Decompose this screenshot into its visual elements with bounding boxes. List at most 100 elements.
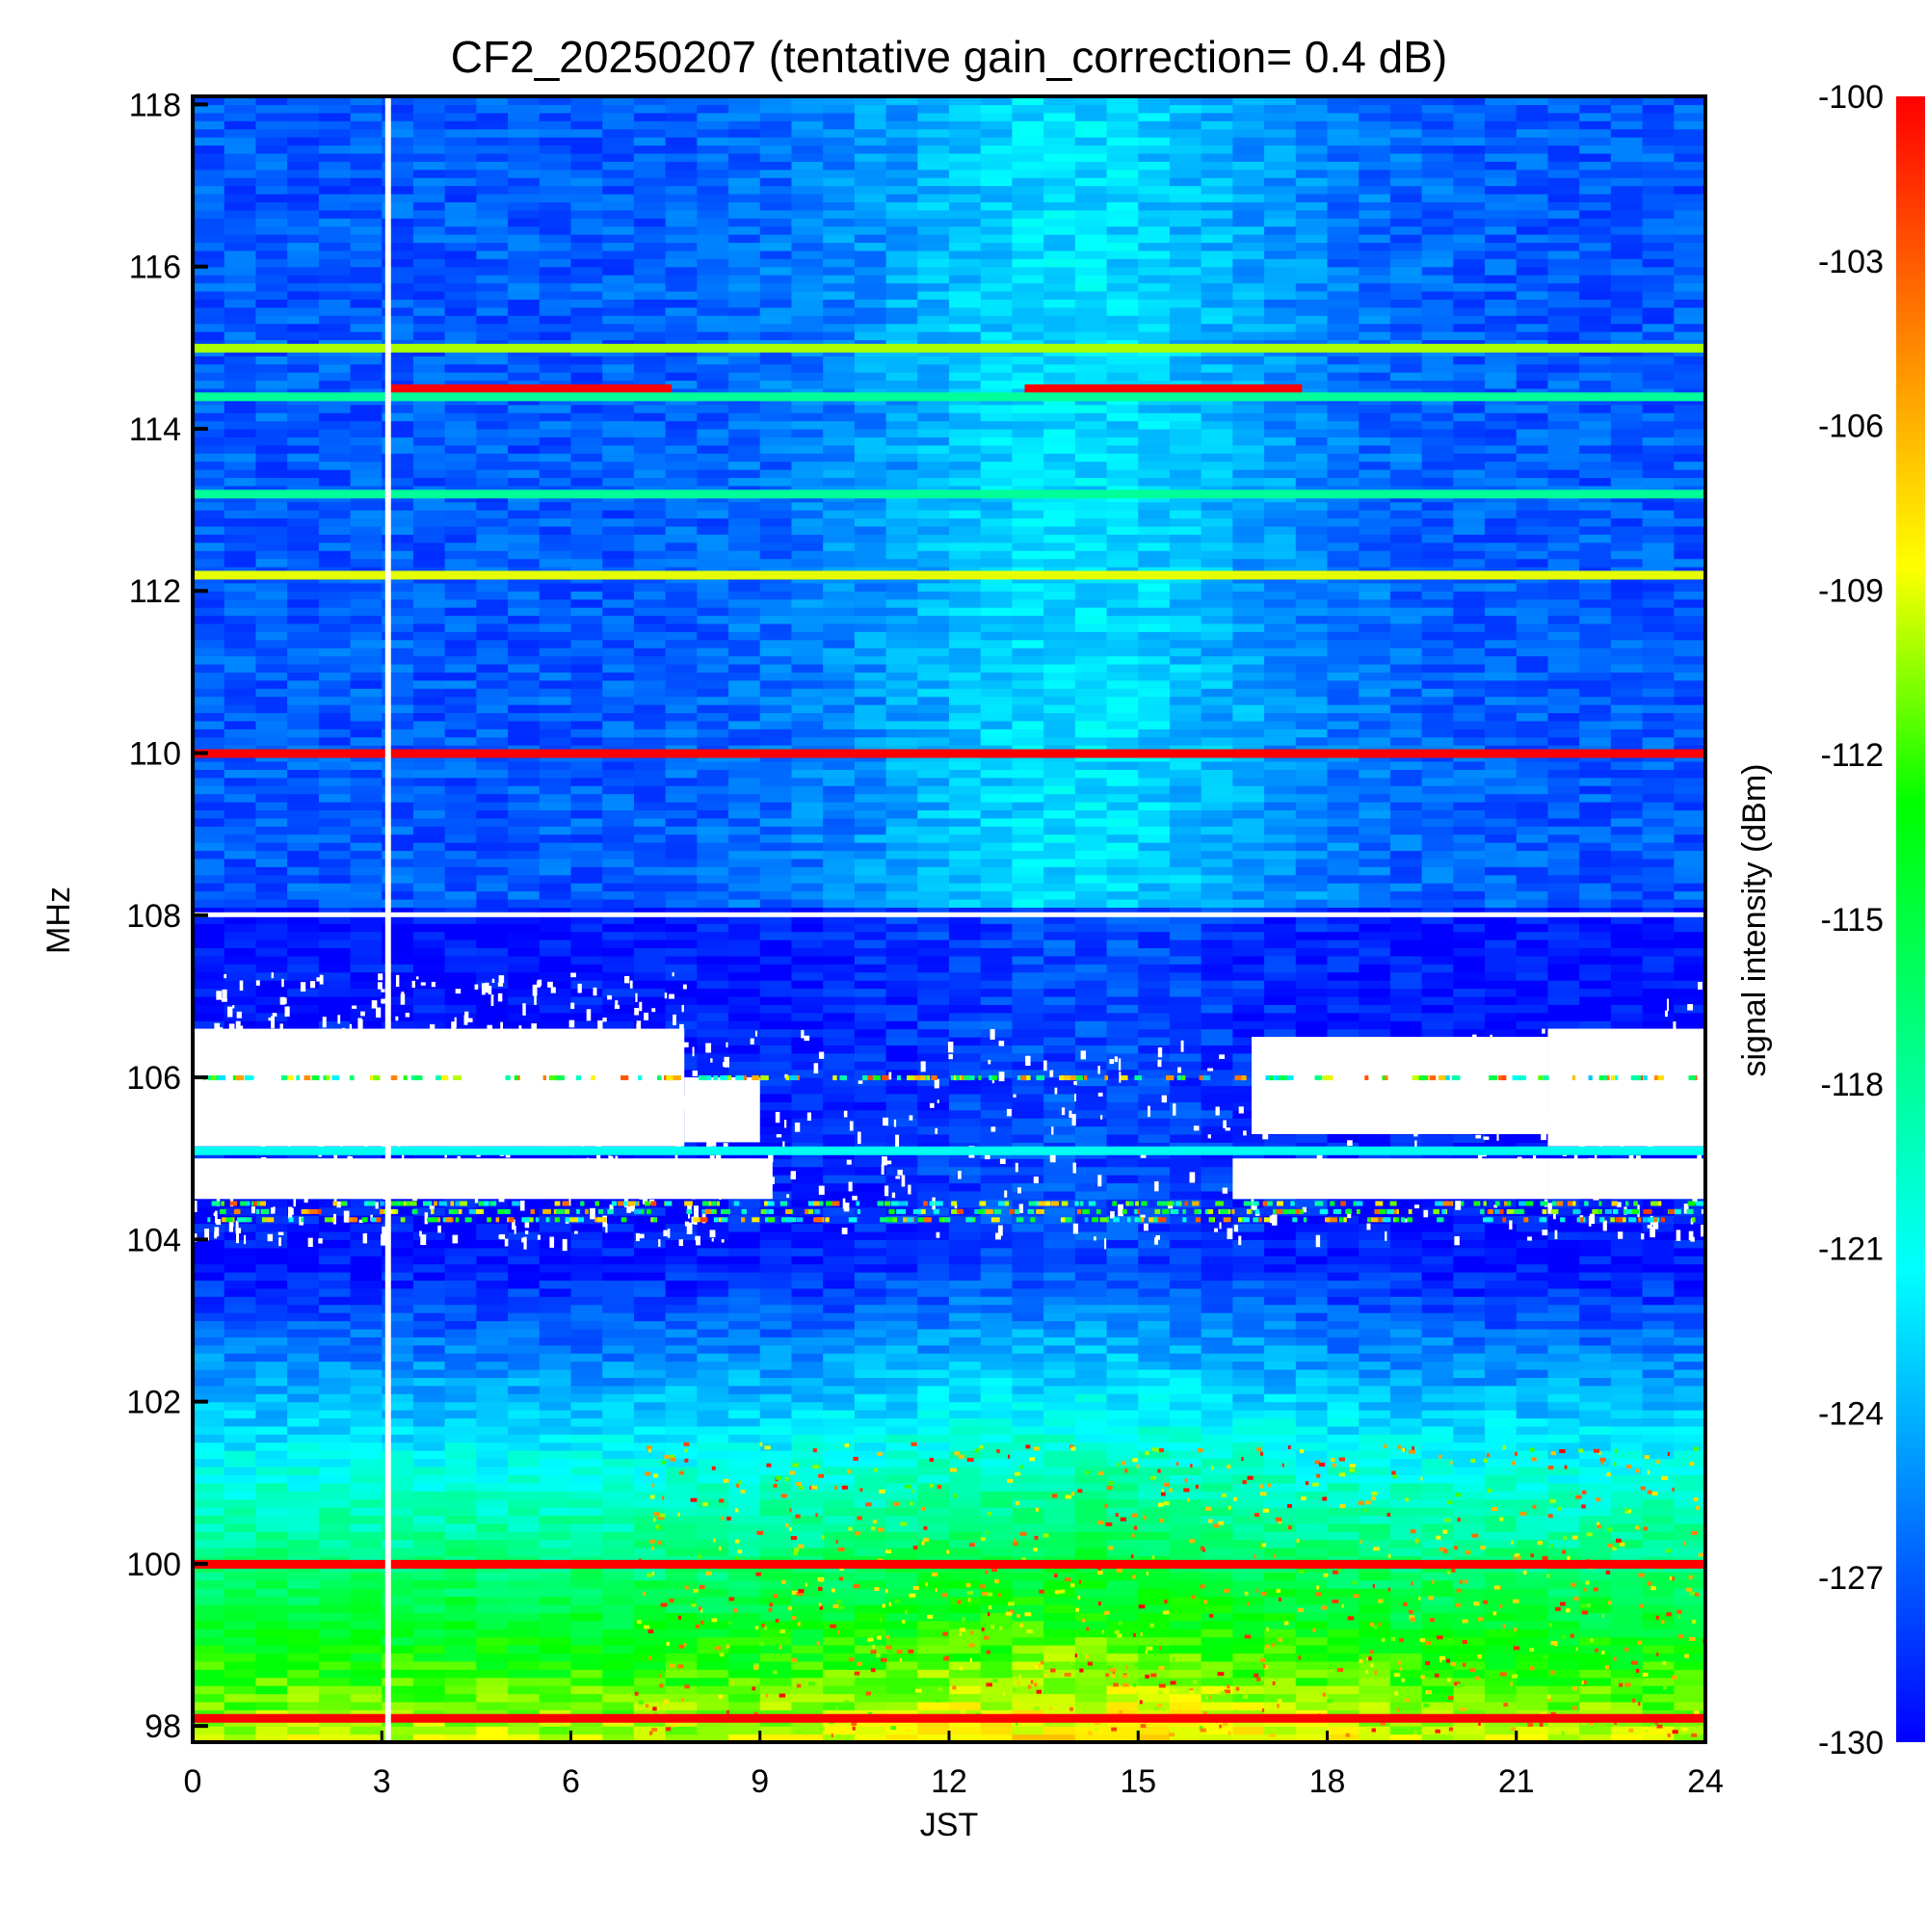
heatmap-cell xyxy=(1106,1474,1139,1484)
heatmap-cell xyxy=(1359,995,1391,1005)
heatmap-cell xyxy=(1359,1020,1391,1030)
heatmap-cell xyxy=(1106,1579,1139,1589)
heatmap-cell xyxy=(1421,1466,1454,1475)
heatmap-cell xyxy=(1201,1280,1233,1289)
heatmap-cell xyxy=(1485,1377,1518,1387)
heatmap-cell xyxy=(665,1572,698,1581)
heatmap-cell xyxy=(1264,940,1297,949)
heatmap-cell xyxy=(1232,1093,1265,1102)
heatmap-cell xyxy=(476,1669,509,1679)
heatmap-cell xyxy=(1074,1175,1108,1184)
heatmap-cell xyxy=(1327,1531,1359,1541)
heatmap-cell xyxy=(665,1685,698,1695)
heatmap-cell xyxy=(1485,1385,1518,1394)
heatmap-cell xyxy=(1389,940,1423,949)
heatmap-cell xyxy=(728,1239,761,1249)
heatmap-cell xyxy=(1074,1004,1108,1014)
heatmap-cell xyxy=(1453,1133,1486,1143)
heatmap-cell xyxy=(1043,1515,1076,1524)
heatmap-cell xyxy=(1485,1417,1518,1427)
heatmap-cell xyxy=(759,1498,793,1508)
heatmap-cell xyxy=(1169,1272,1202,1282)
heatmap-cell xyxy=(1295,1507,1329,1517)
heatmap-cell xyxy=(1106,1256,1139,1265)
heatmap-cell xyxy=(1232,1133,1265,1143)
heatmap-cell xyxy=(1074,1037,1108,1046)
heatmap-cell xyxy=(1138,1328,1171,1337)
heatmap-cell xyxy=(412,955,446,965)
heatmap-cell xyxy=(1359,1393,1391,1403)
heatmap-cell xyxy=(949,1620,982,1629)
heatmap-cell xyxy=(917,1693,950,1703)
heatmap-cell xyxy=(350,1660,383,1670)
heatmap-cell xyxy=(539,1417,572,1427)
heatmap-cell xyxy=(1610,1653,1644,1662)
heatmap-cell xyxy=(1359,1296,1391,1306)
heatmap-cell xyxy=(602,1385,635,1394)
heatmap-cell xyxy=(1232,980,1265,990)
heatmap-cell xyxy=(1138,1458,1171,1468)
heatmap-cell xyxy=(917,1474,950,1484)
heatmap-cell xyxy=(1359,1377,1391,1387)
heatmap-cell xyxy=(1138,1588,1171,1598)
heatmap-cell xyxy=(885,1231,918,1240)
heatmap-cell xyxy=(570,1522,603,1532)
heatmap-cell xyxy=(1421,1280,1454,1289)
heatmap-cell xyxy=(1074,1726,1108,1735)
heatmap-cell xyxy=(1579,1320,1612,1330)
heatmap-cell xyxy=(917,1377,950,1387)
heatmap-cell xyxy=(854,1020,887,1030)
heatmap-cell xyxy=(1012,955,1044,965)
heatmap-cell xyxy=(665,1588,698,1598)
heatmap-cell xyxy=(665,1263,698,1273)
heatmap-cell xyxy=(823,1287,856,1297)
heatmap-cell xyxy=(570,964,603,973)
heatmap-cell xyxy=(791,1337,824,1346)
heatmap-cell xyxy=(759,1344,793,1354)
heatmap-cell xyxy=(1074,1118,1108,1127)
heatmap-cell xyxy=(1642,1206,1675,1216)
heatmap-cell xyxy=(1232,1296,1265,1306)
heatmap-cell xyxy=(917,1660,950,1670)
heatmap-cell xyxy=(728,1231,761,1240)
heatmap-cell xyxy=(1642,1628,1675,1638)
heatmap-cell xyxy=(1421,1677,1454,1686)
heatmap-cell xyxy=(949,1175,982,1184)
heatmap-cell xyxy=(476,1272,509,1282)
heatmap-cell xyxy=(444,955,477,965)
heatmap-cell xyxy=(1674,1312,1705,1322)
heatmap-cell xyxy=(980,1628,1014,1638)
heatmap-cell xyxy=(1264,1393,1297,1403)
heatmap-cell xyxy=(1106,1109,1139,1119)
heatmap-cell xyxy=(1169,1287,1202,1297)
heatmap-cell xyxy=(350,1377,383,1387)
heatmap-cell xyxy=(539,955,572,965)
heatmap-cell xyxy=(1579,1612,1612,1622)
heatmap-cell xyxy=(759,1603,793,1613)
heatmap-cell xyxy=(1327,1133,1359,1143)
heatmap-cell xyxy=(318,1410,352,1419)
heatmap-cell xyxy=(1043,914,1076,924)
heatmap-cell xyxy=(1389,980,1423,990)
heatmap-cell xyxy=(255,1199,288,1208)
heatmap-cell xyxy=(412,1669,446,1679)
heatmap-cell xyxy=(1453,1726,1486,1735)
heatmap-cell xyxy=(759,907,793,916)
heatmap-cell xyxy=(1295,1677,1329,1686)
heatmap-cell xyxy=(697,1726,729,1735)
heatmap-cell xyxy=(570,1231,603,1240)
heatmap-cell xyxy=(1106,1190,1139,1200)
heatmap-cell xyxy=(1138,1612,1171,1622)
heatmap-cell xyxy=(1201,1037,1233,1046)
heatmap-cell xyxy=(949,1653,982,1662)
heatmap-cell xyxy=(255,1466,288,1475)
heatmap-cell xyxy=(728,940,761,949)
heatmap-cell xyxy=(1232,1385,1265,1394)
heatmap-cell xyxy=(854,1450,887,1460)
heatmap-cell xyxy=(508,1344,541,1354)
heatmap-cell xyxy=(350,1410,383,1419)
heatmap-cell xyxy=(1232,1069,1265,1078)
heatmap-cell xyxy=(1201,1498,1233,1508)
heatmap-cell xyxy=(193,1377,225,1387)
heatmap-cell xyxy=(885,1101,918,1111)
